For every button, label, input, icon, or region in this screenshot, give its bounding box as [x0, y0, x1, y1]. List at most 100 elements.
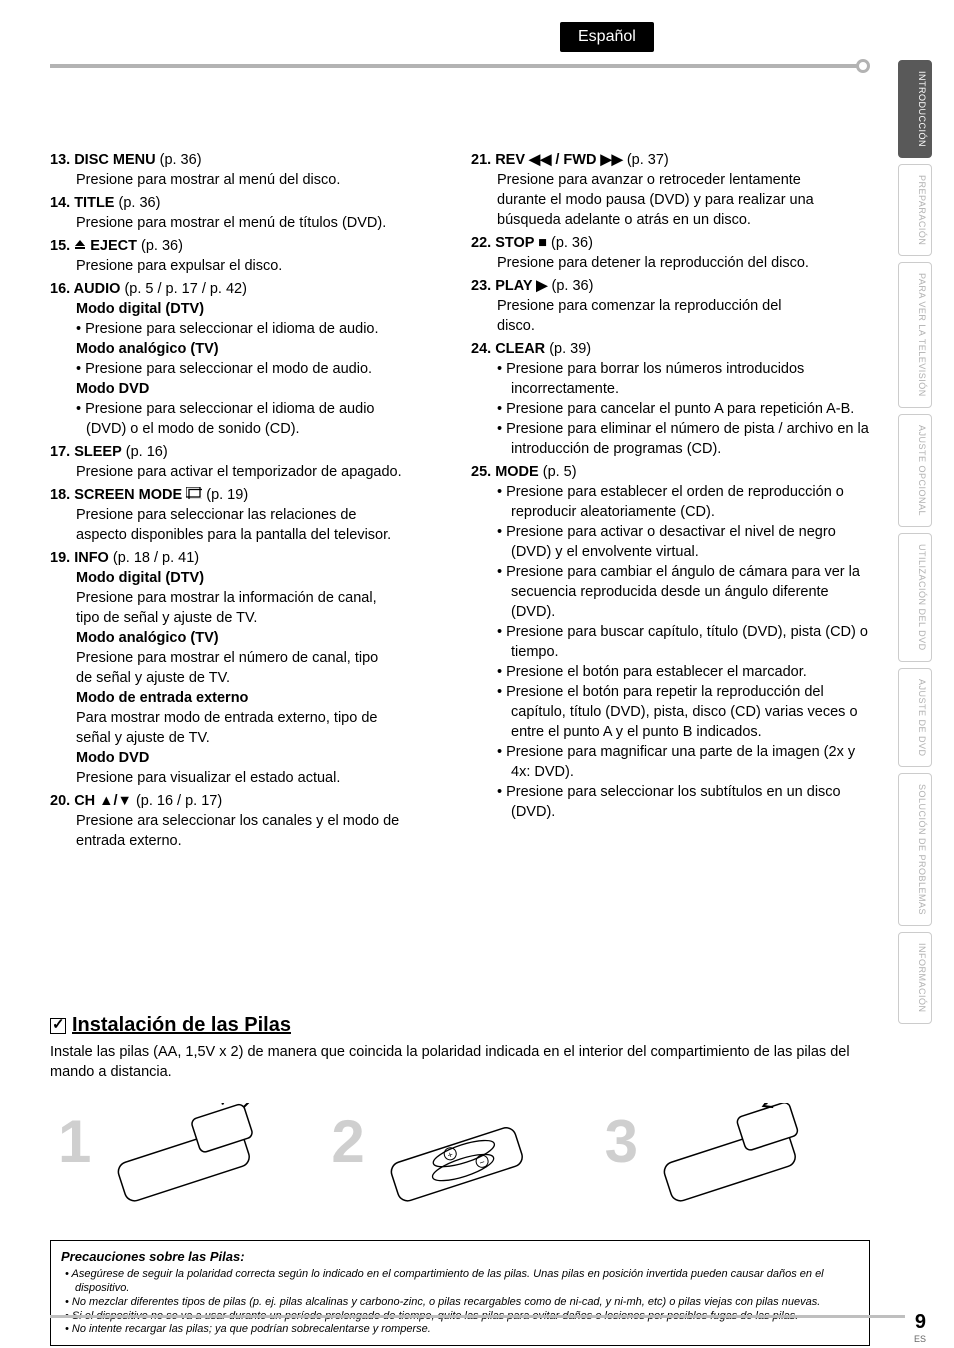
mode-dvd-bullet: • Presione para seleccionar el idioma de…	[76, 399, 449, 419]
item-14: 14. TITLE (p. 36) Presione para mostrar …	[50, 193, 449, 233]
item-title: AUDIO	[74, 281, 121, 297]
item-21: 21. REV ◀◀ / FWD ▶▶ (p. 37) Presione par…	[471, 150, 870, 230]
screen-mode-icon	[186, 485, 202, 505]
item-title: CH ▲/▼	[74, 793, 132, 809]
item-22: 22. STOP ■ (p. 36) Presione para detener…	[471, 233, 870, 273]
mode-tv-desc-2: de señal y ajuste de TV.	[76, 668, 449, 688]
item-18: 18. SCREEN MODE (p. 19) Presione para se…	[50, 485, 449, 545]
main-content: 13. DISC MENU (p. 36) Presione para most…	[50, 150, 870, 854]
tab-ver-tv[interactable]: PARA VER LA TELEVISIÓN	[898, 262, 932, 408]
tab-utilizacion-dvd[interactable]: UTILIZACIÓN DEL DVD	[898, 533, 932, 662]
bullet: • Presione para magnificar una parte de …	[511, 742, 870, 782]
mode-dvd-heading: Modo DVD	[76, 748, 449, 768]
tab-ajuste-dvd[interactable]: AJUSTE DE DVD	[898, 668, 932, 768]
item-num: 21.	[471, 152, 491, 168]
item-desc: Presione para comenzar la reproducción d…	[497, 296, 870, 316]
bullet: • Presione para cambiar el ángulo de cám…	[511, 562, 870, 622]
item-desc-2: durante el modo pausa (DVD) y para reali…	[497, 190, 870, 210]
page-ref: (p. 19)	[206, 487, 248, 503]
fig-2: 2 + −	[323, 1103, 596, 1218]
fig-3: 3	[597, 1103, 870, 1218]
tab-solucion[interactable]: SOLUCIÓN DE PROBLEMAS	[898, 773, 932, 926]
bullet: • Presione para buscar capítulo, título …	[511, 622, 870, 662]
bullet: • Presione para borrar los números intro…	[511, 359, 870, 399]
page-ref: (p. 5)	[543, 464, 577, 480]
page-ref: (p. 36)	[552, 278, 594, 294]
tab-preparacion[interactable]: PREPARACIÓN	[898, 164, 932, 256]
item-num: 14.	[50, 195, 70, 211]
precautions-title: Precauciones sobre las Pilas:	[61, 1249, 859, 1265]
item-num: 22.	[471, 235, 491, 251]
precaution-2: • No mezclar diferentes tipos de pilas (…	[75, 1296, 859, 1310]
page-lang-code: ES	[914, 1334, 926, 1344]
item-title: PLAY ▶	[495, 278, 547, 294]
left-column: 13. DISC MENU (p. 36) Presione para most…	[50, 150, 449, 854]
item-num: 17.	[50, 444, 70, 460]
page-ref: (p. 5 / p. 17 / p. 42)	[124, 281, 247, 297]
item-23: 23. PLAY ▶ (p. 36) Presione para comenza…	[471, 276, 870, 336]
eject-icon	[74, 236, 86, 256]
checkbox-icon	[50, 1018, 66, 1034]
bullet: • Presione el botón para repetir la repr…	[511, 682, 870, 742]
bullet: • Presione para cancelar el punto A para…	[511, 399, 870, 419]
page-ref: (p. 36)	[141, 238, 183, 254]
remote-step3-icon	[633, 1103, 833, 1213]
tab-ajuste-opcional[interactable]: AJUSTE OPCIONAL	[898, 414, 932, 527]
page-ref: (p. 39)	[549, 341, 591, 357]
page-number: 9	[915, 1311, 926, 1334]
item-17: 17. SLEEP (p. 16) Presione para activar …	[50, 442, 449, 482]
bullet: • Presione para establecer el orden de r…	[511, 482, 870, 522]
remote-step1-icon	[87, 1103, 287, 1213]
item-desc-2: disco.	[497, 316, 870, 336]
item-desc: Presione para detener la reproducción de…	[497, 253, 870, 273]
item-title: SCREEN MODE	[74, 487, 182, 503]
item-desc-3: búsqueda adelante o atrás en un disco.	[497, 210, 870, 230]
item-num: 16.	[50, 281, 70, 297]
install-section: Instalación de las Pilas Instale las pil…	[50, 1004, 870, 1346]
tab-informacion[interactable]: INFORMACIÓN	[898, 932, 932, 1024]
page-ref: (p. 36)	[160, 152, 202, 168]
item-desc-2: aspecto disponibles para la pantalla del…	[76, 525, 449, 545]
bullet: • Presione para eliminar el número de pi…	[511, 419, 870, 459]
mode-dvd-bullet-2: (DVD) o el modo de sonido (CD).	[86, 419, 449, 439]
item-title: REV ◀◀ / FWD ▶▶	[495, 152, 623, 168]
item-num: 25.	[471, 464, 491, 480]
item-num: 20.	[50, 793, 70, 809]
mode-dtv-desc: Presione para mostrar la información de …	[76, 588, 449, 608]
item-title: MODE	[495, 464, 539, 480]
item-24: 24. CLEAR (p. 39) • Presione para borrar…	[471, 339, 870, 459]
right-column: 21. REV ◀◀ / FWD ▶▶ (p. 37) Presione par…	[471, 150, 870, 854]
item-num: 24.	[471, 341, 491, 357]
bullet: • Presione el botón para establecer el m…	[511, 662, 870, 682]
item-title: TITLE	[74, 195, 114, 211]
item-desc: Presione para avanzar o retroceder lenta…	[497, 170, 870, 190]
item-num: 15.	[50, 238, 70, 254]
precautions-box: Precauciones sobre las Pilas: • Asegúres…	[50, 1240, 870, 1346]
item-num: 19.	[50, 550, 70, 566]
install-title: Instalación de las Pilas	[50, 1014, 870, 1037]
mode-dtv-bullet: • Presione para seleccionar el idioma de…	[76, 319, 449, 339]
precaution-4: • No intente recargar las pilas; ya que …	[75, 1323, 859, 1337]
mode-ext-desc-2: señal y ajuste de TV.	[76, 728, 449, 748]
item-desc-2: entrada externo.	[76, 831, 449, 851]
mode-dvd-desc: Presione para visualizar el estado actua…	[76, 768, 449, 788]
mode-tv-desc: Presione para mostrar el número de canal…	[76, 648, 449, 668]
page-ref: (p. 36)	[119, 195, 161, 211]
item-num: 18.	[50, 487, 70, 503]
item-title: EJECT	[90, 238, 137, 254]
mode-dvd-heading: Modo DVD	[76, 379, 449, 399]
mode-tv-heading: Modo analógico (TV)	[76, 339, 449, 359]
bullet: • Presione para seleccionar los subtítul…	[511, 782, 870, 822]
item-desc: Presione para mostrar el menú de títulos…	[76, 213, 449, 233]
header-rule	[50, 64, 860, 68]
item-desc: Presione para expulsar el disco.	[76, 256, 449, 276]
mode-dtv-heading: Modo digital (DTV)	[76, 568, 449, 588]
battery-figures: 1 2 + −	[50, 1090, 870, 1230]
tab-introduccion[interactable]: INTRODUCCIÓN	[898, 60, 932, 158]
item-desc: Presione para seleccionar las relaciones…	[76, 505, 449, 525]
item-20: 20. CH ▲/▼ (p. 16 / p. 17) Presione ara …	[50, 791, 449, 851]
mode-dtv-desc-2: tipo de señal y ajuste de TV.	[76, 608, 449, 628]
item-desc: Presione para activar el temporizador de…	[76, 462, 449, 482]
item-title: SLEEP	[74, 444, 122, 460]
section-tabs: INTRODUCCIÓN PREPARACIÓN PARA VER LA TEL…	[898, 60, 932, 1024]
